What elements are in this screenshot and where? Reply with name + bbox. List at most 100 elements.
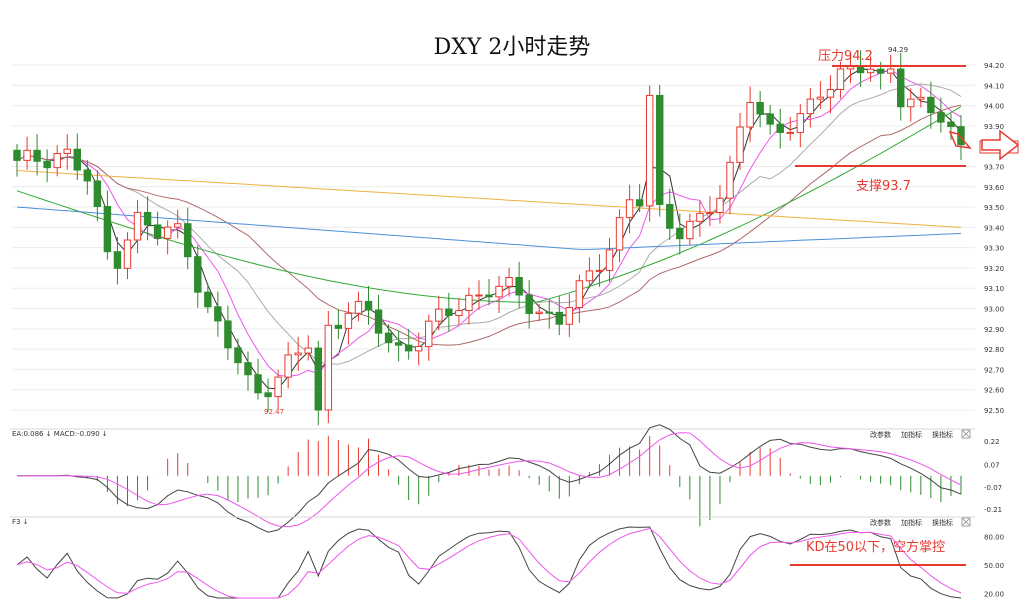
candle bbox=[204, 283, 212, 314]
y-tick-label: 92.50 bbox=[984, 407, 1004, 415]
candle bbox=[696, 200, 704, 237]
y-tick-label: 92.60 bbox=[984, 387, 1004, 395]
resistance-label: 压力94.2 bbox=[818, 49, 873, 64]
candle bbox=[806, 88, 815, 128]
candle bbox=[907, 88, 915, 122]
candle bbox=[495, 275, 503, 314]
high-price-label: 94.29 bbox=[888, 46, 908, 54]
candle bbox=[414, 332, 423, 366]
candle bbox=[33, 134, 41, 176]
candle bbox=[756, 91, 764, 128]
candle bbox=[304, 335, 312, 361]
candle bbox=[615, 209, 624, 263]
y-tick-label: 93.60 bbox=[984, 184, 1004, 192]
y-tick-label: 93.10 bbox=[984, 285, 1004, 293]
candle bbox=[143, 196, 152, 241]
candle bbox=[244, 351, 252, 391]
candle bbox=[525, 280, 533, 329]
candle bbox=[163, 220, 172, 255]
macd-y-tick: 0.07 bbox=[984, 462, 1000, 470]
y-tick-label: 94.20 bbox=[984, 62, 1004, 70]
candle bbox=[706, 196, 714, 227]
candle bbox=[224, 305, 232, 360]
candle bbox=[716, 185, 724, 224]
moving-average-line bbox=[16, 206, 962, 250]
candle bbox=[645, 85, 654, 222]
candle bbox=[354, 291, 363, 322]
candle bbox=[746, 86, 754, 143]
candle bbox=[123, 232, 132, 280]
candle bbox=[897, 53, 905, 121]
candle bbox=[656, 84, 664, 217]
y-tick-label: 93.90 bbox=[984, 123, 1004, 131]
candle bbox=[93, 170, 102, 222]
candle bbox=[937, 97, 945, 133]
candle bbox=[324, 310, 333, 424]
candle bbox=[635, 184, 644, 213]
kd-header: F3 ↓ bbox=[12, 518, 29, 526]
down-arrow-icon bbox=[948, 130, 972, 150]
macd-header: EA:0.086 ↓ MACD:-0.090 ↓ bbox=[12, 430, 108, 438]
candle bbox=[435, 295, 443, 331]
macd-y-tick: -0.21 bbox=[984, 506, 1002, 514]
support-label: 支撑93.7 bbox=[856, 179, 911, 194]
candle bbox=[374, 294, 383, 347]
candle bbox=[776, 108, 784, 149]
candle bbox=[294, 336, 302, 371]
candle bbox=[214, 291, 222, 337]
candle bbox=[515, 261, 523, 309]
candle bbox=[595, 254, 604, 287]
candle bbox=[625, 184, 634, 234]
price-panel: DXY 2小时走势 94.2094.1094.0093.9093.8093.70… bbox=[12, 35, 1020, 426]
macd-add-indicator-button[interactable]: 加指标 bbox=[901, 430, 922, 439]
candle bbox=[384, 324, 393, 353]
macd-switch-indicator-button[interactable]: 换指标 bbox=[932, 430, 953, 439]
candle bbox=[194, 245, 202, 308]
candle bbox=[103, 190, 112, 260]
candle bbox=[83, 160, 92, 195]
candle bbox=[23, 136, 31, 170]
macd-panel: EA:0.086 ↓ MACD:-0.090 ↓ 改参数 加指标 换指标 0.2… bbox=[10, 424, 1002, 533]
macd-close-icon[interactable] bbox=[961, 429, 971, 439]
candle bbox=[796, 104, 805, 148]
y-tick-label: 93.00 bbox=[984, 306, 1004, 314]
candle bbox=[63, 134, 71, 170]
candle bbox=[425, 314, 433, 361]
y-tick-label: 94.10 bbox=[984, 82, 1004, 90]
candle bbox=[173, 209, 182, 239]
kd-y-tick: 20.00 bbox=[984, 590, 1004, 598]
candle bbox=[575, 274, 584, 323]
kd-params-button[interactable]: 改参数 bbox=[870, 518, 891, 527]
kd-d-line bbox=[16, 527, 962, 599]
candle bbox=[184, 207, 192, 270]
candle bbox=[404, 329, 413, 360]
candle bbox=[364, 285, 373, 325]
y-tick-label: 92.90 bbox=[984, 326, 1004, 334]
candle bbox=[866, 56, 875, 82]
kd-add-indicator-button[interactable]: 加指标 bbox=[901, 518, 922, 527]
candle bbox=[394, 331, 403, 362]
macd-dif-line bbox=[17, 424, 962, 533]
low-price-label: 92.47 bbox=[264, 408, 284, 416]
macd-y-tick: 0.22 bbox=[984, 438, 1000, 446]
candle bbox=[465, 287, 473, 325]
candle bbox=[766, 104, 774, 135]
candle bbox=[153, 211, 162, 246]
candle bbox=[816, 81, 825, 109]
macd-params-button[interactable]: 改参数 bbox=[870, 430, 891, 439]
candle bbox=[555, 296, 564, 336]
candle bbox=[254, 358, 262, 400]
moving-average-line bbox=[16, 104, 962, 346]
candle bbox=[826, 75, 835, 114]
kd-switch-indicator-button[interactable]: 换指标 bbox=[932, 518, 953, 527]
kd-close-icon[interactable] bbox=[961, 517, 971, 527]
kd-panel: F3 ↓ 改参数 加指标 换指标 80.00 50.00 20.00 KD在50以下… bbox=[10, 516, 1004, 599]
candle bbox=[264, 378, 272, 413]
y-tick-label: 93.50 bbox=[984, 204, 1004, 212]
y-tick-label: 93.70 bbox=[984, 163, 1004, 171]
moving-average-line bbox=[16, 83, 962, 365]
candle bbox=[886, 54, 895, 83]
candle bbox=[736, 112, 744, 170]
candle bbox=[274, 369, 282, 410]
candle bbox=[334, 309, 343, 339]
